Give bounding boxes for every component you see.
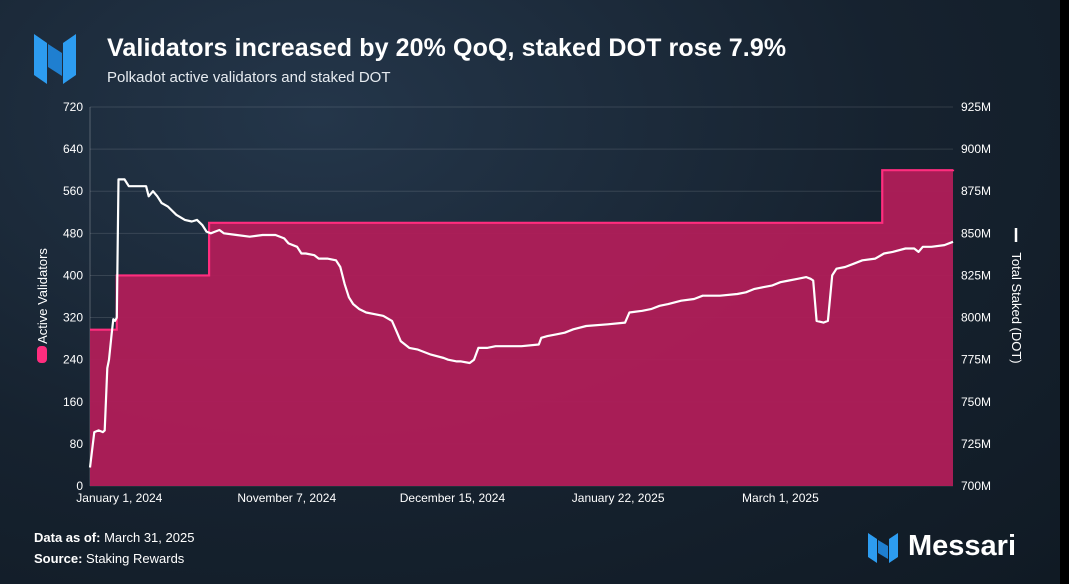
x-tick-label: January 22, 2025 xyxy=(572,491,665,505)
y-left-tick-label: 320 xyxy=(63,311,83,325)
y-left-tick-label: 400 xyxy=(63,268,83,282)
y-right-tick-label: 775M xyxy=(961,353,991,367)
messari-logo-icon xyxy=(868,533,898,563)
y-left-axis-title: Active Validators xyxy=(35,248,50,344)
y-left-tick-label: 80 xyxy=(70,437,84,451)
brand-name: Messari xyxy=(908,530,1017,562)
y-left-tick-label: 0 xyxy=(76,479,83,493)
source: Source: Staking Rewards xyxy=(34,551,184,566)
y-left-tick-label: 640 xyxy=(63,142,83,156)
validators-line xyxy=(90,169,955,331)
data-as-of-value: March 31, 2025 xyxy=(104,530,195,545)
y-right-axis-title: Total Staked (DOT) xyxy=(1009,252,1024,363)
y-left-tick-label: 480 xyxy=(63,226,83,240)
y-right-tick-label: 700M xyxy=(961,479,991,493)
y-right-tick-label: 725M xyxy=(961,437,991,451)
y-right-tick-label: 800M xyxy=(961,311,991,325)
right-edge xyxy=(1060,0,1069,584)
messari-logo-icon xyxy=(34,34,76,84)
source-value: Staking Rewards xyxy=(86,551,185,566)
data-as-of-label: Data as of: xyxy=(34,530,101,545)
staked-dot-line xyxy=(88,178,954,468)
source-label: Source: xyxy=(34,551,83,566)
y-right-tick-label: 900M xyxy=(961,142,991,156)
y-right-tick-label: 875M xyxy=(961,184,991,198)
data-as-of: Data as of: March 31, 2025 xyxy=(34,530,194,545)
validators-area xyxy=(90,169,953,487)
x-tick-label: December 15, 2024 xyxy=(400,491,506,505)
y-right-tick-label: 825M xyxy=(961,268,991,282)
x-tick-label: March 1, 2025 xyxy=(742,491,819,505)
chart-plot: 0 80 160 240 320 400 480 560 640 720 700M 725M 750M 7… xyxy=(35,100,1024,505)
chart-title: Validators increased by 20% QoQ, staked … xyxy=(107,34,787,62)
y-right-tick-label: 750M xyxy=(961,395,991,409)
y-right-tick-label: 925M xyxy=(961,100,991,114)
y-left-tick-label: 160 xyxy=(63,395,83,409)
y-left-tick-label: 560 xyxy=(63,184,83,198)
chart-subtitle: Polkadot active validators and staked DO… xyxy=(107,69,391,86)
legend-marker-validators xyxy=(37,346,47,363)
x-tick-label: January 1, 2024 xyxy=(76,491,162,505)
y-right-tick-label: 850M xyxy=(961,226,991,240)
x-tick-label: November 7, 2024 xyxy=(237,491,336,505)
y-left-tick-label: 720 xyxy=(63,100,83,114)
y-left-tick-label: 240 xyxy=(63,353,83,367)
